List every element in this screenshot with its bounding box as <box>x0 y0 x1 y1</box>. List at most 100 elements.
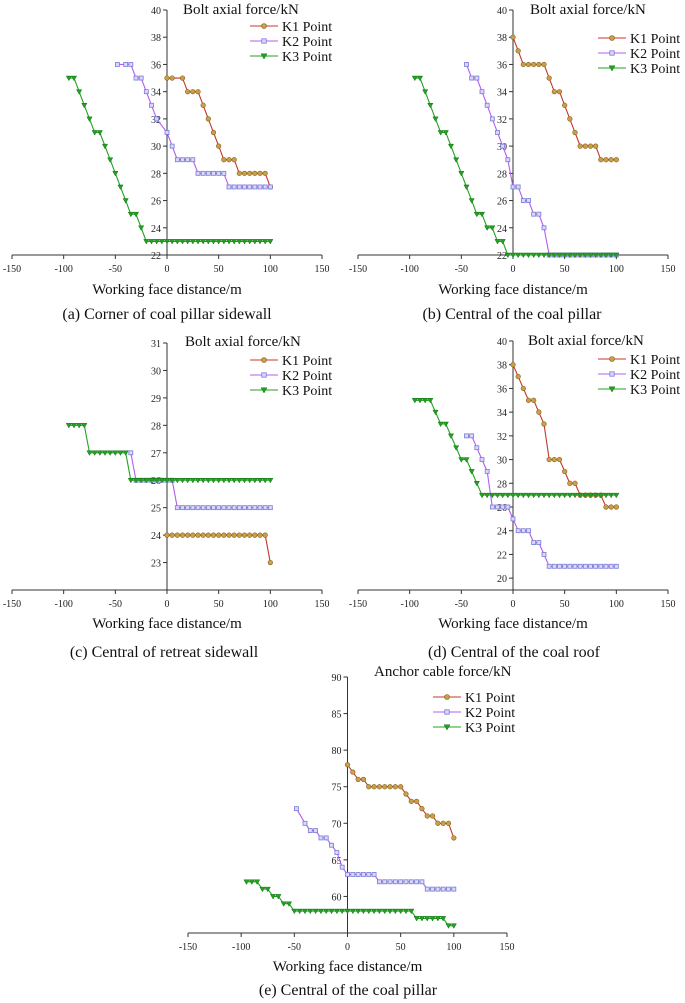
data-point-k2 <box>185 505 191 511</box>
data-point-k2 <box>221 505 227 511</box>
data-point-k3 <box>442 421 449 428</box>
data-point-k2 <box>515 528 521 534</box>
data-point-k2 <box>489 116 495 122</box>
data-point-k1 <box>366 784 372 790</box>
y-axis-label: Bolt axial force/kN <box>185 334 301 350</box>
data-point-k2 <box>505 504 511 510</box>
data-point-k1 <box>536 409 542 415</box>
data-point-k1 <box>241 170 248 176</box>
data-point-k2 <box>302 820 308 826</box>
data-point-k3 <box>248 879 255 885</box>
data-point-k2 <box>536 540 542 545</box>
data-point-k3 <box>344 908 351 915</box>
data-point-k3 <box>540 492 548 499</box>
data-point-k2 <box>350 872 356 877</box>
data-point-k1 <box>541 421 547 427</box>
legend-marker-k1 <box>261 357 267 363</box>
y-axis-label: Bolt axial force/kN <box>183 2 299 18</box>
data-point-k3 <box>577 492 584 499</box>
data-point-k3 <box>411 398 418 404</box>
data-point-k1 <box>169 532 175 538</box>
x-tick-label: 50 <box>214 599 224 610</box>
data-point-k1 <box>435 820 441 826</box>
data-point-k2 <box>169 143 175 149</box>
data-point-k2 <box>567 563 573 569</box>
data-point-k3 <box>153 239 160 245</box>
data-point-k2 <box>474 445 480 451</box>
y-axis-label: Bolt axial force/kN <box>528 333 644 349</box>
data-point-k3 <box>566 492 573 499</box>
y-tick-label: 31 <box>151 339 161 350</box>
data-point-k1 <box>587 143 594 149</box>
data-point-k2 <box>211 170 216 176</box>
data-point-k3 <box>143 239 150 245</box>
data-point-k3 <box>608 492 615 499</box>
data-point-k3 <box>270 894 277 900</box>
data-point-k2 <box>376 879 382 885</box>
data-point-k3 <box>520 252 527 259</box>
legend-marker-k2 <box>444 709 450 715</box>
legend-label-k1: K1 Point <box>630 353 680 368</box>
data-point-k3 <box>540 252 548 259</box>
data-point-k2 <box>323 835 329 841</box>
data-point-k1 <box>424 813 430 819</box>
data-point-k3 <box>205 239 212 245</box>
data-point-k3 <box>280 901 287 907</box>
data-point-k3 <box>515 252 522 259</box>
series-line-k2 <box>117 63 271 188</box>
x-axis-label: Working face distance/m <box>438 616 588 632</box>
data-point-k2 <box>231 184 237 190</box>
data-point-k2 <box>495 504 500 510</box>
data-point-k1 <box>531 61 537 68</box>
data-point-k1 <box>572 129 578 136</box>
data-point-k3 <box>328 908 335 915</box>
data-point-k3 <box>468 469 475 475</box>
data-point-k3 <box>236 239 243 245</box>
data-point-k2 <box>205 505 211 511</box>
data-point-k2 <box>526 198 531 203</box>
data-point-k2 <box>382 879 388 885</box>
data-point-k3 <box>127 477 134 484</box>
x-tick-label: -100 <box>232 942 250 953</box>
data-point-k2 <box>474 75 480 81</box>
data-point-k1 <box>541 61 547 68</box>
data-point-k3 <box>96 450 103 456</box>
data-point-k3 <box>597 252 604 259</box>
data-point-k1 <box>382 784 388 790</box>
y-tick-label: 27 <box>151 449 161 460</box>
data-point-k3 <box>592 492 599 499</box>
data-point-k3 <box>148 477 155 484</box>
x-tick-label: -150 <box>349 599 367 610</box>
data-point-k3 <box>200 477 207 484</box>
data-point-k2 <box>392 879 398 885</box>
data-point-k1 <box>195 89 201 95</box>
legend-label-k3: K3 Point <box>282 384 332 399</box>
data-point-k3 <box>411 75 418 82</box>
data-point-k1 <box>546 75 552 81</box>
x-tick-label: 0 <box>165 264 170 275</box>
data-point-k3 <box>312 908 319 915</box>
data-point-k2 <box>313 828 319 833</box>
data-point-k1 <box>440 820 446 826</box>
data-point-k1 <box>392 784 398 790</box>
x-tick-label: 100 <box>446 942 461 953</box>
series-line-k3 <box>68 424 271 481</box>
data-point-k1 <box>603 157 609 163</box>
data-point-k3 <box>499 492 506 499</box>
data-point-k2 <box>562 563 568 569</box>
data-point-k2 <box>505 157 511 163</box>
x-tick-label: 150 <box>661 599 676 610</box>
series-line-k3 <box>246 881 454 927</box>
data-point-k2 <box>231 505 237 511</box>
data-point-k3 <box>535 252 542 259</box>
legend-label-k2: K2 Point <box>630 368 680 383</box>
data-point-k3 <box>484 225 491 231</box>
data-point-k2 <box>430 886 435 892</box>
data-point-k1 <box>190 89 196 95</box>
data-point-k3 <box>264 886 271 893</box>
data-point-k2 <box>446 886 451 892</box>
data-point-k2 <box>541 552 547 557</box>
data-point-k3 <box>515 492 522 499</box>
y-tick-label: 60 <box>332 892 342 903</box>
data-point-k2 <box>262 505 268 511</box>
